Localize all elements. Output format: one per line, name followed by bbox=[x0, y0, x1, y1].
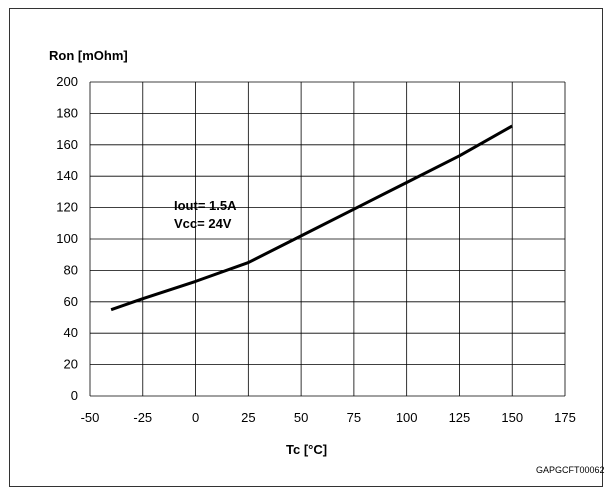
series-line-0 bbox=[110, 124, 513, 312]
x-tick-label-9: 175 bbox=[554, 410, 576, 425]
y-tick-label-7: 140 bbox=[56, 168, 78, 183]
y-tick-label-3: 60 bbox=[64, 294, 78, 309]
y-tick-label-6: 120 bbox=[56, 200, 78, 215]
figure-code: GAPGCFT00062 bbox=[536, 465, 605, 475]
y-tick-label-0: 0 bbox=[71, 388, 78, 403]
x-tick-label-6: 100 bbox=[396, 410, 418, 425]
x-tick-label-8: 150 bbox=[501, 410, 523, 425]
x-tick-label-0: -50 bbox=[81, 410, 100, 425]
y-axis-label: Ron [mOhm] bbox=[49, 48, 128, 63]
x-tick-label-3: 25 bbox=[241, 410, 255, 425]
annotation-current: Iout= 1.5A bbox=[174, 198, 237, 213]
x-tick-label-5: 75 bbox=[347, 410, 361, 425]
y-tick-label-10: 200 bbox=[56, 74, 78, 89]
x-axis-label: Tc [°C] bbox=[286, 442, 328, 457]
annotation-voltage: Vcc= 24V bbox=[174, 216, 232, 231]
x-tick-label-7: 125 bbox=[449, 410, 471, 425]
y-tick-label-4: 80 bbox=[64, 262, 78, 277]
x-tick-label-4: 50 bbox=[294, 410, 308, 425]
x-tick-label-2: 0 bbox=[192, 410, 199, 425]
chart-frame bbox=[9, 8, 603, 487]
y-tick-label-5: 100 bbox=[56, 231, 78, 246]
y-tick-label-1: 20 bbox=[64, 357, 78, 372]
x-tick-label-1: -25 bbox=[133, 410, 152, 425]
y-tick-label-2: 40 bbox=[64, 325, 78, 340]
y-tick-label-9: 180 bbox=[56, 105, 78, 120]
y-tick-label-8: 160 bbox=[56, 137, 78, 152]
